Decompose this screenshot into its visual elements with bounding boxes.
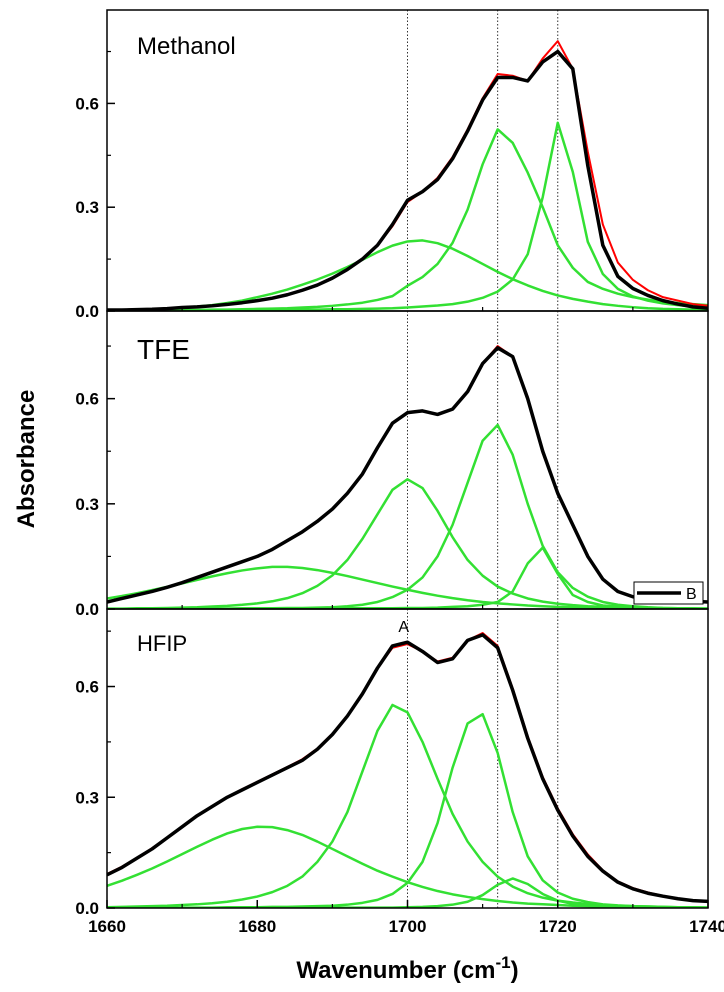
x-axis-label-sup: -1 bbox=[496, 953, 511, 972]
spectrum-line bbox=[107, 478, 708, 609]
spectrum-line bbox=[107, 346, 708, 604]
x-axis-label: Wavenumber (cm-1) bbox=[296, 953, 518, 984]
x-axis-label-text: Wavenumber (cm bbox=[296, 957, 495, 984]
panel-title: TFE bbox=[137, 334, 190, 365]
y-tick-label: 0.6 bbox=[75, 94, 99, 113]
x-tick-label: 1660 bbox=[88, 917, 126, 936]
y-tick-label: 0.0 bbox=[75, 302, 99, 321]
spectrum-line bbox=[107, 49, 708, 311]
y-tick-label: 0.6 bbox=[75, 390, 99, 409]
x-axis-label-tail: ) bbox=[511, 957, 519, 984]
spectrum-line bbox=[107, 825, 708, 908]
y-tick-label: 0.3 bbox=[75, 788, 99, 807]
panel-title: Methanol bbox=[137, 33, 236, 60]
y-tick-label: 0.6 bbox=[75, 678, 99, 697]
x-tick-label: 1700 bbox=[389, 917, 427, 936]
legend-label: B bbox=[686, 586, 697, 603]
y-tick-label: 0.3 bbox=[75, 198, 99, 217]
annotation: A bbox=[398, 619, 409, 636]
y-tick-label: 0.0 bbox=[75, 899, 99, 918]
y-tick-label: 0.3 bbox=[75, 495, 99, 514]
x-tick-label: 1740 bbox=[689, 917, 724, 936]
y-tick-label: 0.0 bbox=[75, 600, 99, 619]
y-axis-label: Absorbance bbox=[13, 390, 40, 529]
x-tick-label: 1680 bbox=[238, 917, 276, 936]
x-tick-label: 1720 bbox=[539, 917, 577, 936]
spectrum-line bbox=[107, 633, 708, 904]
panel-frame bbox=[106, 608, 709, 909]
panel-title: HFIP bbox=[137, 631, 187, 656]
